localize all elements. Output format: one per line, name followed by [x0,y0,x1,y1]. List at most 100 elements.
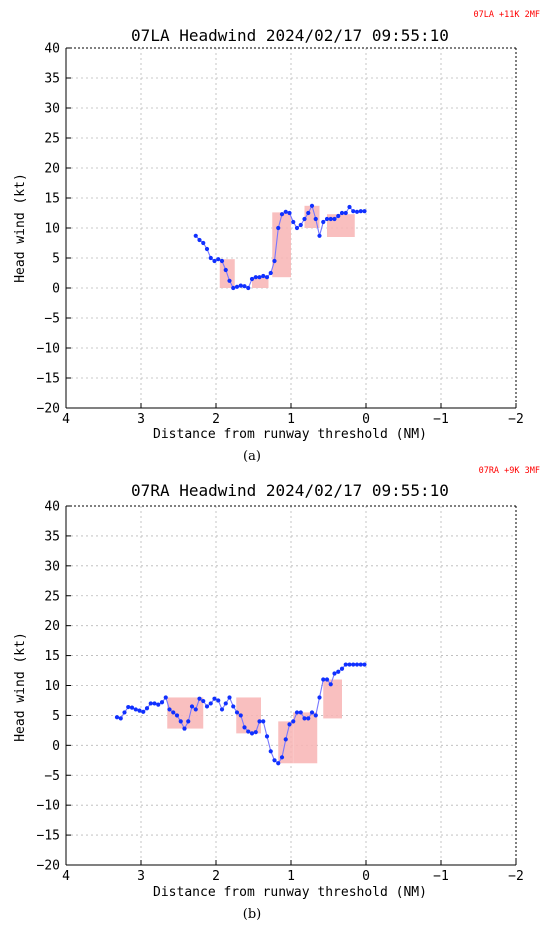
y-tick-label: −20 [37,402,60,417]
panel-label: (b) [243,907,261,922]
data-point [317,233,322,238]
data-point [287,210,292,216]
data-point [279,212,285,217]
data-point [227,695,232,700]
grid [66,506,516,865]
data-point [336,213,341,219]
data-point [309,203,315,208]
data-point [129,705,135,710]
marker-layer [193,203,367,291]
data-point [291,719,296,724]
data-point [343,662,348,667]
data-point [193,707,198,712]
data-point [118,716,123,721]
data-point [219,707,225,712]
y-axis-label: Head wind (kt) [13,632,28,742]
data-point [354,662,360,667]
x-tick-label: −2 [508,869,524,884]
data-point [246,285,251,291]
data-point [264,734,270,739]
data-point [302,716,307,721]
data-point [328,216,333,222]
data-point [171,710,176,715]
x-axis-label: Distance from runway threshold (NM) [153,885,427,900]
data-point [238,283,243,288]
y-tick-labels: −20 −15 −10 −5 0 5 10 15 20 25 30 35 40 [37,500,71,874]
data-point [122,710,127,715]
shaded-box [272,212,291,278]
y-tick-label: 15 [44,192,60,207]
y-tick-label: 40 [44,42,60,57]
data-point [189,704,195,709]
data-point [336,669,341,674]
data-point [321,677,326,682]
data-point [294,710,300,715]
data-point [212,258,217,264]
data-point [298,710,303,715]
data-point [257,719,262,724]
data-point [231,285,236,291]
data-point [242,284,247,289]
x-tick-label: 3 [137,412,145,427]
data-point [283,209,288,214]
data-point [156,702,161,707]
data-point [204,246,210,252]
data-point [309,710,315,715]
data-point [201,698,206,704]
data-point [358,662,363,667]
x-tick-label: 3 [137,869,145,884]
data-point [182,726,187,731]
data-point [193,233,198,238]
y-tick-label: 40 [44,500,60,515]
x-tick-label: −1 [433,412,449,427]
data-point [212,696,217,701]
chart-tag: 07LA +11K 2MF [473,10,540,20]
y-axis-label: Head wind (kt) [13,173,28,283]
shaded-box [323,679,342,719]
data-point [343,210,348,216]
chart-07la-headwind: 07LA +11K 2MF 07LA Headwind 2024/02/17 0… [13,10,540,464]
data-point [152,701,157,706]
y-tick-label: 0 [52,282,60,297]
x-tick-label: 4 [62,869,70,884]
shaded-box [278,721,294,764]
data-point [126,704,131,710]
data-point [313,713,318,718]
data-point [234,710,240,715]
y-tick-label: 5 [52,252,60,267]
y-tick-label: 20 [44,619,60,634]
box-layer [167,679,342,764]
data-point [246,729,251,734]
data-point [216,698,221,703]
data-point [159,700,165,705]
data-point [208,255,213,261]
x-tick-label: 4 [62,412,70,427]
data-point [306,210,311,216]
data-point [163,695,168,700]
data-point [114,715,120,720]
data-point [324,677,330,682]
data-point [253,730,258,735]
y-tick-label: −10 [37,799,60,814]
y-tick-label: 20 [44,162,60,177]
chart-07ra-headwind: 07RA +9K 3MF 07RA Headwind 2024/02/17 09… [13,466,540,922]
data-point [234,284,240,289]
chart-tag: 07RA +9K 3MF [479,466,540,476]
data-point [283,737,288,742]
y-tick-labels: −20 −15 −10 −5 0 5 10 15 20 25 30 35 40 [37,42,71,417]
x-tick-label: 0 [362,412,370,427]
data-point [141,709,146,714]
data-point [339,210,345,216]
data-point [148,701,153,706]
chart-title: 07RA Headwind 2024/02/17 09:55:10 [131,481,449,500]
data-point [272,258,277,264]
data-point [249,731,255,736]
y-tick-label: 25 [44,132,60,147]
data-point [324,216,330,222]
data-point [167,707,172,712]
data-point [223,267,228,273]
y-tick-label: 10 [44,222,60,237]
data-point [302,216,307,222]
data-point [144,706,150,711]
x-tick-label: 0 [362,869,370,884]
